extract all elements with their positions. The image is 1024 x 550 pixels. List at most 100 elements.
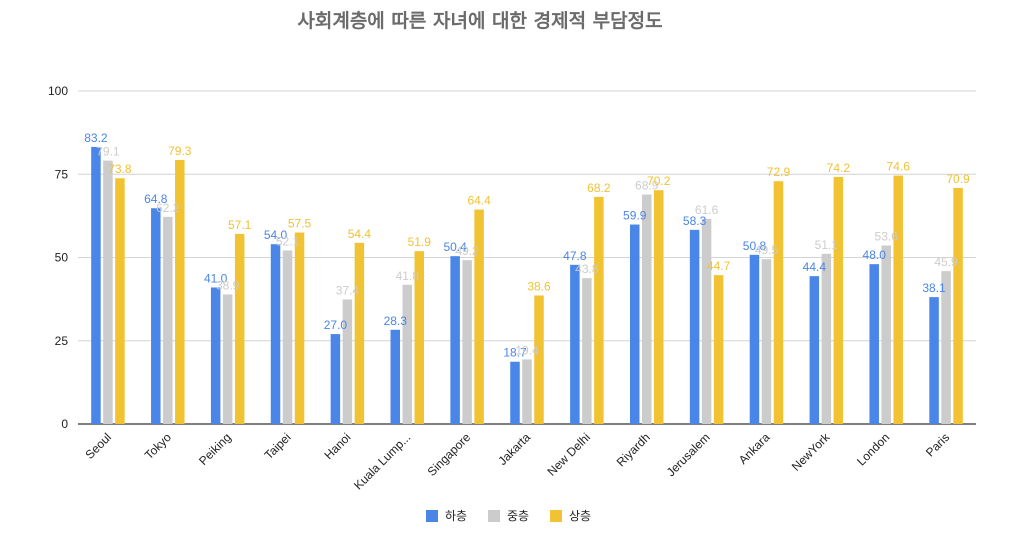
data-label: 44.4 [803,260,827,274]
legend[interactable]: 하층 중층 상층 [426,509,591,523]
x-tick-label: London [854,430,892,468]
x-tick-label: Singapore [425,430,474,479]
data-label: 51.9 [408,235,432,249]
data-label: 70.2 [647,174,671,188]
bar-kuala-lump--series-1 [390,329,401,424]
x-tick-label: Seoul [82,430,114,462]
bar-jerusalem-series-1 [689,229,700,424]
bar-taipei-series-1 [270,244,281,424]
bar-seoul-series-1 [91,146,101,424]
legend-label: 하층 [445,509,467,523]
legend-swatch [426,510,438,522]
bar-ankara-series-3 [773,181,784,424]
bar-peiking-series-3 [234,233,245,424]
bar-london-series-3 [893,175,903,424]
x-tick-label: Jakarta [495,430,533,468]
bar-jakarta-series-2 [522,359,532,424]
data-label: 27.0 [324,318,348,332]
bar-paris-series-2 [941,271,951,424]
x-tick-label: Tokyo [142,430,174,462]
data-label: 41.8 [396,269,420,283]
legend-item-series-3[interactable]: 상층 [550,509,591,523]
bar-jakarta-series-1 [510,361,520,424]
y-tick-label: 25 [55,334,69,348]
data-label: 61.6 [695,203,719,217]
data-label: 45.9 [934,255,958,269]
bar-seoul-series-3 [115,178,125,424]
data-label: 74.6 [887,160,911,174]
bar-taipei-series-3 [294,232,305,424]
bar-new-delhi-series-2 [582,278,592,424]
x-tick-label: Riyardh [614,430,653,469]
bar-taipei-series-2 [282,250,293,424]
data-label: 52.1 [276,235,300,249]
bar-paris-series-1 [929,297,939,424]
data-label: 41.0 [204,271,228,285]
data-label: 64.4 [467,194,491,208]
x-tick-label: Ankara [736,430,773,467]
x-tick-label: Peiking [196,430,234,468]
bar-singapore-series-3 [474,209,484,424]
data-label: 38.1 [922,281,946,295]
data-label: 50.4 [443,240,467,254]
bar-newyork-series-3 [833,176,844,424]
data-label: 51.1 [815,238,839,252]
y-tick-label: 0 [61,417,68,431]
bar-newyork-series-2 [821,253,832,424]
chart-title: 사회계층에 따른 자녀에 대한 경제적 부담정도 [297,10,662,32]
data-label: 28.3 [384,314,408,328]
bar-jerusalem-series-3 [713,275,724,424]
bar-seoul-series-2 [103,160,113,425]
legend-swatch [550,510,562,522]
x-tick-label: New Delhi [544,430,593,479]
data-label: 79.1 [96,145,120,159]
data-label: 64.8 [144,192,168,206]
bar-singapore-series-1 [450,256,460,424]
x-tick-label: NewYork [789,430,833,474]
data-label: 59.9 [623,209,647,223]
legend-item-series-1[interactable]: 하층 [426,509,467,523]
data-label: 57.1 [228,218,252,232]
bars [91,146,963,425]
data-label: 53.6 [875,230,899,244]
bar-hanoi-series-1 [330,334,341,424]
data-label: 18.7 [503,346,527,360]
legend-label: 중층 [507,509,529,523]
bar-ankara-series-1 [749,254,760,424]
data-label: 74.2 [827,161,851,175]
bar-london-series-1 [869,264,879,424]
data-label: 44.7 [707,259,731,273]
data-label: 47.8 [563,249,587,263]
bar-riyardh-series-1 [629,224,640,424]
y-tick-label: 100 [48,84,68,98]
data-labels: 83.279.1 73.8 64.862.2 79.3 41.038.9 57.1 54.0… [84,131,970,360]
bar-riyardh-series-3 [653,190,664,424]
data-label: 49.2 [455,244,479,258]
bar-ankara-series-2 [761,259,772,424]
data-label: 50.8 [743,239,767,253]
legend-swatch [488,510,500,522]
data-label: 79.3 [168,144,192,158]
bar-newyork-series-1 [809,276,820,424]
data-label: 37.4 [336,283,360,297]
x-tick-label: Taipei [262,430,294,462]
x-tick-label: Kuala Lump... [351,430,413,492]
x-tick-label: Hanoi [321,430,353,462]
bar-singapore-series-2 [462,260,472,424]
data-label: 70.9 [946,172,970,186]
data-label: 68.9 [635,179,659,193]
data-label: 48.0 [863,248,887,262]
legend-item-series-2[interactable]: 중층 [488,509,529,523]
bar-london-series-2 [881,245,891,424]
bar-jakarta-series-3 [534,295,544,424]
y-tick-label: 50 [55,251,69,265]
bar-paris-series-3 [953,187,963,424]
x-tick-label: Paris [923,430,952,459]
data-label: 68.2 [587,181,611,195]
x-tick-label: Jerusalem [664,430,713,479]
bar-hanoi-series-3 [354,242,365,424]
bar-new-delhi-series-1 [570,264,580,424]
bar-kuala-lump--series-3 [414,251,425,424]
bar-tokyo-series-2 [163,216,173,424]
